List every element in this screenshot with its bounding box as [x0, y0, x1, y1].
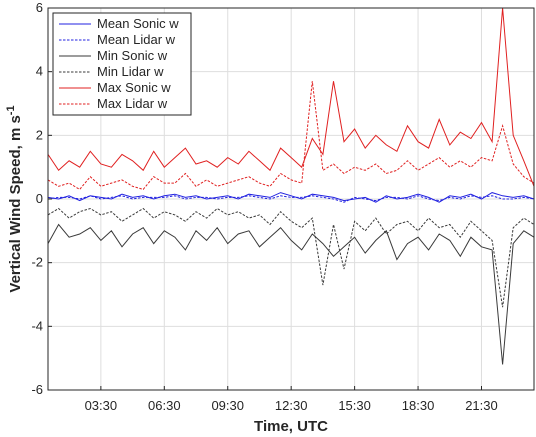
y-axis-label: Vertical Wind Speed, m s-1 [5, 105, 24, 292]
y-tick-label: -6 [31, 382, 43, 397]
legend-label: Max Sonic w [97, 80, 171, 95]
y-tick-label: 2 [36, 127, 43, 142]
x-tick-label: 12:30 [275, 398, 308, 413]
x-axis-ticks: 03:30 06:30 09:30 12:30 15:30 18:30 21:30 [85, 386, 498, 413]
series-lines [47, 7, 535, 365]
y-axis-label-superscript: -1 [5, 105, 17, 115]
y-tick-label: 6 [36, 0, 43, 15]
series-line-min-sonic-w [47, 223, 535, 365]
x-tick-label: 15:30 [338, 398, 371, 413]
legend-label: Mean Lidar w [97, 32, 176, 47]
series-line-min-lidar-w [47, 207, 535, 308]
series-line-max-sonic-w [47, 7, 535, 187]
y-axis-label-main: Vertical Wind Speed, m s [7, 115, 24, 292]
series-line-mean-sonic-w [47, 192, 535, 203]
legend-box [52, 12, 192, 116]
legend-label: Min Sonic w [97, 48, 168, 63]
y-axis-ticks: -6 -4 -2 0 2 4 6 [31, 0, 52, 397]
legend-label: Max Lidar w [97, 96, 168, 111]
y-tick-label: -2 [31, 255, 43, 270]
x-tick-label: 06:30 [148, 398, 181, 413]
x-axis-label: Time, UTC [254, 418, 328, 435]
legend-label: Mean Sonic w [97, 16, 179, 31]
series-line-max-lidar-w [47, 81, 535, 191]
y-tick-label: 4 [36, 64, 43, 79]
x-tick-label: 21:30 [465, 398, 498, 413]
x-tick-label: 18:30 [402, 398, 435, 413]
y-tick-label: -4 [31, 318, 43, 333]
x-tick-label: 03:30 [85, 398, 118, 413]
series-line-mean-lidar-w [47, 195, 535, 203]
legend-label: Min Lidar w [97, 64, 164, 79]
y-tick-label: 0 [36, 191, 43, 206]
x-tick-label: 09:30 [211, 398, 244, 413]
